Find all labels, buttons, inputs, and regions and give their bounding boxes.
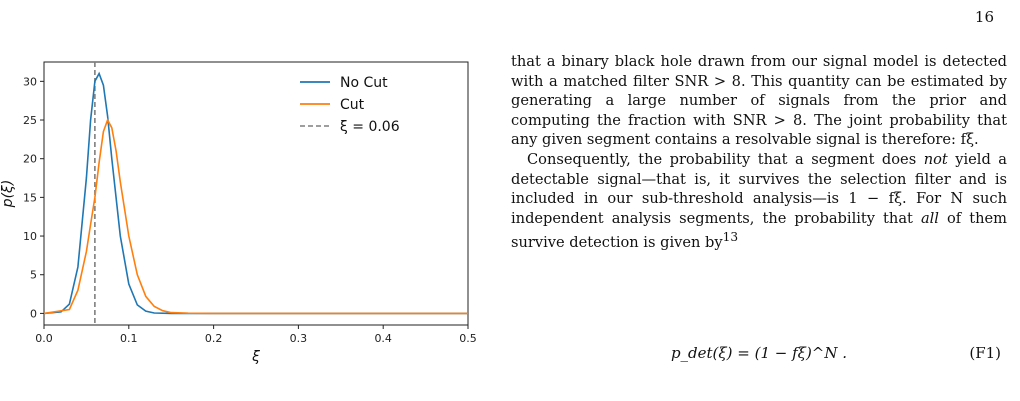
y-tick-label: 30: [23, 75, 37, 88]
equation-body: p_det(ξ) = (1 − fξ)^N .: [670, 344, 848, 362]
y-tick-label: 15: [23, 191, 37, 204]
plot-area-frame: [43, 61, 469, 326]
x-tick-label: 0.5: [459, 332, 477, 345]
x-tick-label: 0.1: [120, 332, 138, 345]
legend-label-cut: Cut: [340, 97, 365, 113]
paragraph-2-part-c: of them survive detection is given by: [511, 209, 1007, 252]
emphasis-all: all: [920, 209, 939, 227]
y-tick-label: 20: [23, 153, 37, 166]
x-tick-label: 0.3: [290, 332, 308, 345]
paragraph-1: that a binary black hole drawn from our …: [511, 53, 1007, 149]
equation-f1: p_det(ξ) = (1 − fξ)^N . (F1): [511, 344, 1007, 372]
y-tick-label: 5: [30, 269, 37, 282]
series-cut-line: [43, 118, 468, 315]
paragraph-2: Consequently, the probability that a seg…: [511, 150, 1007, 253]
pdf-chart: 0.0 0.1 0.2 0.3 0.4 0.5 0 5 10 15 20 25 30 ξ p(ξ) No…: [0, 61, 477, 365]
equation-number: (F1): [969, 344, 1001, 362]
y-tick-label: 0: [30, 307, 37, 320]
paragraph-2-part-b: yield a detectable signal—that is, it su…: [511, 150, 1007, 227]
body-text: that a binary black hole drawn from our …: [511, 52, 1007, 253]
series-no-cut-line: [43, 71, 468, 315]
legend: No Cut Cut ξ = 0.06: [300, 75, 400, 135]
y-tick-label: 10: [23, 230, 37, 243]
figure-pdf-plot: 0.0 0.1 0.2 0.3 0.4 0.5 0 5 10 15 20 25 30 ξ p(ξ) No…: [0, 50, 480, 395]
emphasis-not: not: [923, 150, 948, 168]
x-tick-label: 0.4: [374, 332, 392, 345]
y-axis-label: p(ξ): [0, 180, 16, 209]
x-tick-label: 0.0: [35, 332, 53, 345]
page-number: 16: [974, 8, 994, 26]
x-tick-label: 0.2: [205, 332, 223, 345]
axis-ticks: 0.0 0.1 0.2 0.3 0.4 0.5 0 5 10 15 20 25 30: [23, 75, 477, 345]
footnote-reference: 13: [722, 230, 739, 245]
legend-label-xi: ξ = 0.06: [340, 119, 400, 135]
y-tick-label: 25: [23, 114, 37, 127]
x-axis-label: ξ: [251, 349, 260, 365]
paragraph-2-part-a: Consequently, the probability that a seg…: [527, 150, 924, 168]
legend-label-no-cut: No Cut: [340, 75, 388, 91]
